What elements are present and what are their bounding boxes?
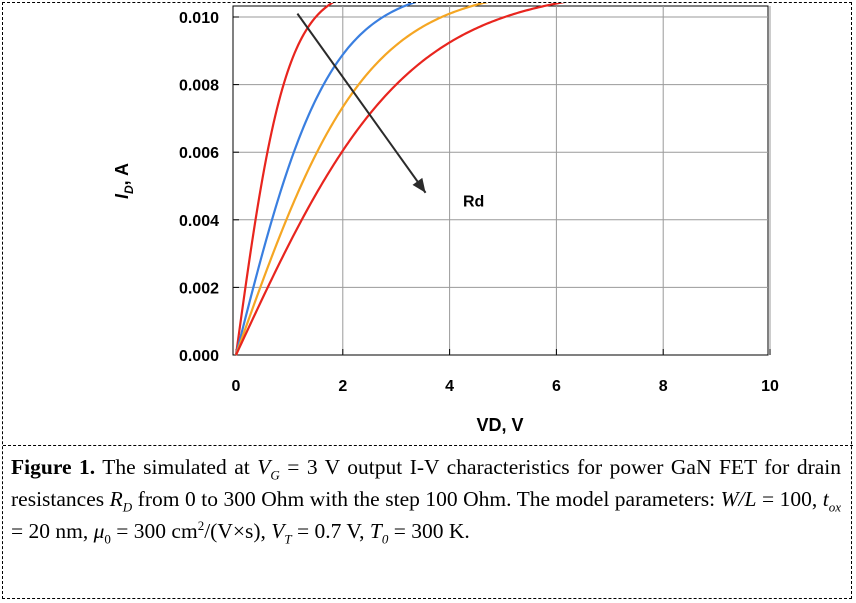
chart-panel: 0 2 4 6 8 10 0.000 0.002 0.004 0.006 0.008 0.010 R… <box>3 0 853 443</box>
caption-text-6: = 300 cm <box>110 519 198 543</box>
t0-subscript: 0 <box>381 531 389 547</box>
annotation-label: Rd <box>463 193 484 210</box>
rd-subscript: D <box>122 499 133 515</box>
series-line-3 <box>234 0 503 356</box>
y-axis-title-rest: , A <box>112 163 132 185</box>
t0-symbol: T <box>369 519 382 543</box>
y-tick-label: 0.010 <box>179 10 219 27</box>
x-tick-label: 6 <box>552 378 561 395</box>
caption-text-3: from 0 to 300 Ohm with the step 100 Ohm.… <box>132 487 721 511</box>
wl-symbol: W/L <box>720 487 757 511</box>
caption-text-9: = 300 K. <box>388 519 470 543</box>
series-line-4 <box>235 0 585 356</box>
y-tick-label: 0.008 <box>179 78 219 95</box>
annotations: Rd <box>296 13 484 210</box>
y-tick-label: 0.006 <box>179 145 219 162</box>
iv-chart: 0 2 4 6 8 10 0.000 0.002 0.004 0.006 0.008 0.010 R… <box>112 0 779 435</box>
caption-text-1: The simulated at <box>95 455 258 479</box>
y-tick-labels: 0.000 0.002 0.004 0.006 0.008 0.010 <box>179 10 219 365</box>
vt-symbol: V <box>271 519 285 543</box>
x-tick-label: 4 <box>445 378 454 395</box>
caption-text-4: = 100, <box>756 487 823 511</box>
series-line-2 <box>234 0 427 356</box>
figure-label: Figure 1. <box>11 455 96 479</box>
y-tick-label: 0.000 <box>179 348 219 365</box>
x-tick-label: 8 <box>659 378 668 395</box>
y-tick-label: 0.004 <box>179 213 219 230</box>
series-line-1 <box>234 0 340 356</box>
series-curves <box>234 0 585 356</box>
figure-caption: Figure 1. The simulated at VG = 3 V outp… <box>11 451 841 547</box>
caption-text-2: = 3 V output I-V characteristics for pow… <box>11 455 841 511</box>
caption-text-7: /(V×s), <box>204 519 272 543</box>
vg-subscript: G <box>270 467 280 483</box>
grid-lines <box>233 6 771 355</box>
caption-text-8: = 0.7 V, <box>291 519 370 543</box>
caption-text-5: = 20 nm, <box>11 519 94 543</box>
y-tick-label: 0.002 <box>179 280 219 297</box>
x-tick-label: 2 <box>338 378 347 395</box>
y-axis-title-sub: D <box>122 185 136 194</box>
annotation-arrow-line <box>296 13 427 194</box>
mu-subscript: 0 <box>104 531 111 547</box>
mu-symbol: μ <box>93 519 105 543</box>
squared-superscript: 2 <box>197 517 205 533</box>
plot-area <box>232 5 769 356</box>
x-tick-label: 0 <box>232 378 241 395</box>
y-axis-title-main: I <box>112 193 132 199</box>
caption-divider <box>3 445 853 446</box>
vg-symbol: V <box>257 455 271 479</box>
x-tick-label: 10 <box>761 378 779 395</box>
annotation-arrow-head <box>412 177 426 193</box>
vt-subscript: T <box>284 531 292 547</box>
y-axis-title: ID, A <box>112 163 136 199</box>
rd-symbol: R <box>109 487 123 511</box>
tox-symbol: t <box>822 487 829 511</box>
x-axis-title: VD, V <box>476 415 523 435</box>
tox-subscript: ox <box>828 499 841 515</box>
x-tick-labels: 0 2 4 6 8 10 <box>232 378 779 395</box>
